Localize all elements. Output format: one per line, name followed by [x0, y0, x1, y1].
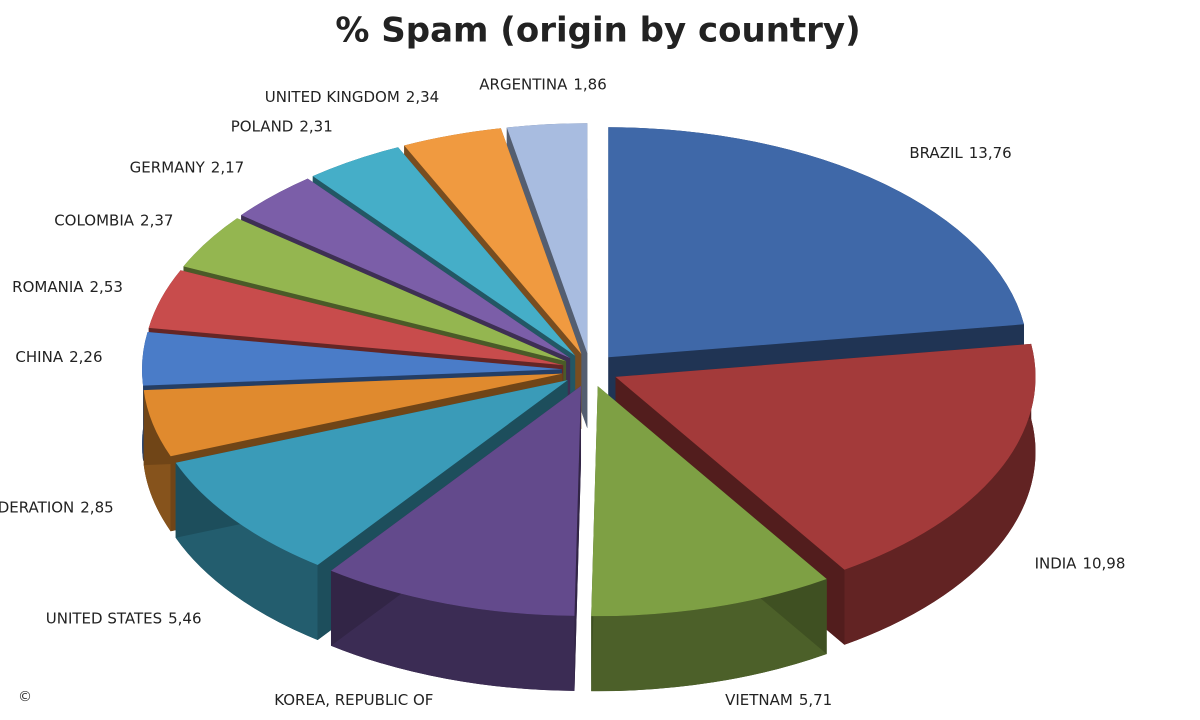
- slice-label: BRAZIL 13,76: [909, 144, 1011, 162]
- slice: [241, 178, 571, 359]
- slice-value: 10,98: [1082, 554, 1125, 572]
- slice-label: CHINA 2,26: [15, 347, 102, 365]
- slice: [404, 128, 582, 355]
- slice-rim: [330, 570, 575, 691]
- slice-category: BRAZIL: [909, 144, 963, 162]
- slice-category: INDIA: [1035, 554, 1078, 572]
- slice-label: KOREA, REPUBLIC OF: [274, 691, 433, 709]
- slice-category: ROMANIA: [12, 277, 84, 295]
- slice-category: N FEDERATION: [0, 498, 74, 516]
- slice: [312, 147, 576, 356]
- slice-label: VIETNAM 5,71: [725, 691, 832, 709]
- slice-category: COLOMBIA: [54, 211, 135, 229]
- slice-rim: [844, 343, 1036, 645]
- slice-rim: [591, 578, 827, 692]
- slice: [175, 380, 568, 565]
- slice: [143, 373, 563, 457]
- slice-value: 2,85: [80, 498, 113, 516]
- slice-value: 2,31: [299, 117, 332, 135]
- copyright: ©: [18, 689, 32, 705]
- slice: [142, 331, 563, 386]
- slice: [615, 343, 1036, 570]
- slice-category: GERMANY: [130, 158, 206, 176]
- slice: [330, 385, 582, 616]
- slice-category: VIETNAM: [725, 691, 793, 709]
- slice-label: ROMANIA 2,53: [12, 277, 123, 295]
- slice-category: UNITED KINGDOM: [265, 88, 400, 106]
- slice-value: 13,76: [969, 144, 1012, 162]
- slice: [608, 127, 1024, 358]
- slice-label: N FEDERATION 2,85: [0, 498, 114, 516]
- slice: [183, 218, 567, 362]
- slice-label: GERMANY 2,17: [130, 158, 245, 176]
- slice-category: POLAND: [231, 117, 294, 135]
- slice-category: KOREA, REPUBLIC OF: [274, 691, 433, 709]
- slice-category: ARGENTINA: [479, 75, 568, 93]
- slice-category: UNITED STATES: [46, 609, 162, 627]
- slice-label: POLAND 2,31: [231, 117, 333, 135]
- slice-label: INDIA 10,98: [1035, 554, 1126, 572]
- slice-value: 2,37: [140, 211, 173, 229]
- slice: [591, 386, 827, 617]
- slice-value: 2,17: [211, 158, 244, 176]
- slice: [148, 270, 564, 366]
- slice-value: 5,46: [168, 609, 201, 627]
- slice-value: 2,53: [90, 277, 123, 295]
- slice-label: UNITED KINGDOM 2,34: [265, 88, 439, 106]
- slice: [506, 123, 588, 354]
- slice-value: 2,26: [69, 347, 102, 365]
- slice-value: 5,71: [799, 691, 832, 709]
- slice-label: COLOMBIA 2,37: [54, 211, 173, 229]
- slice-label: UNITED STATES 5,46: [46, 609, 202, 627]
- slice-value: 1,86: [573, 75, 606, 93]
- slice-value: 2,34: [406, 88, 439, 106]
- slice-label: ARGENTINA 1,86: [479, 75, 606, 93]
- slice-category: CHINA: [15, 347, 63, 365]
- chart-title: % Spam (origin by country): [335, 11, 860, 51]
